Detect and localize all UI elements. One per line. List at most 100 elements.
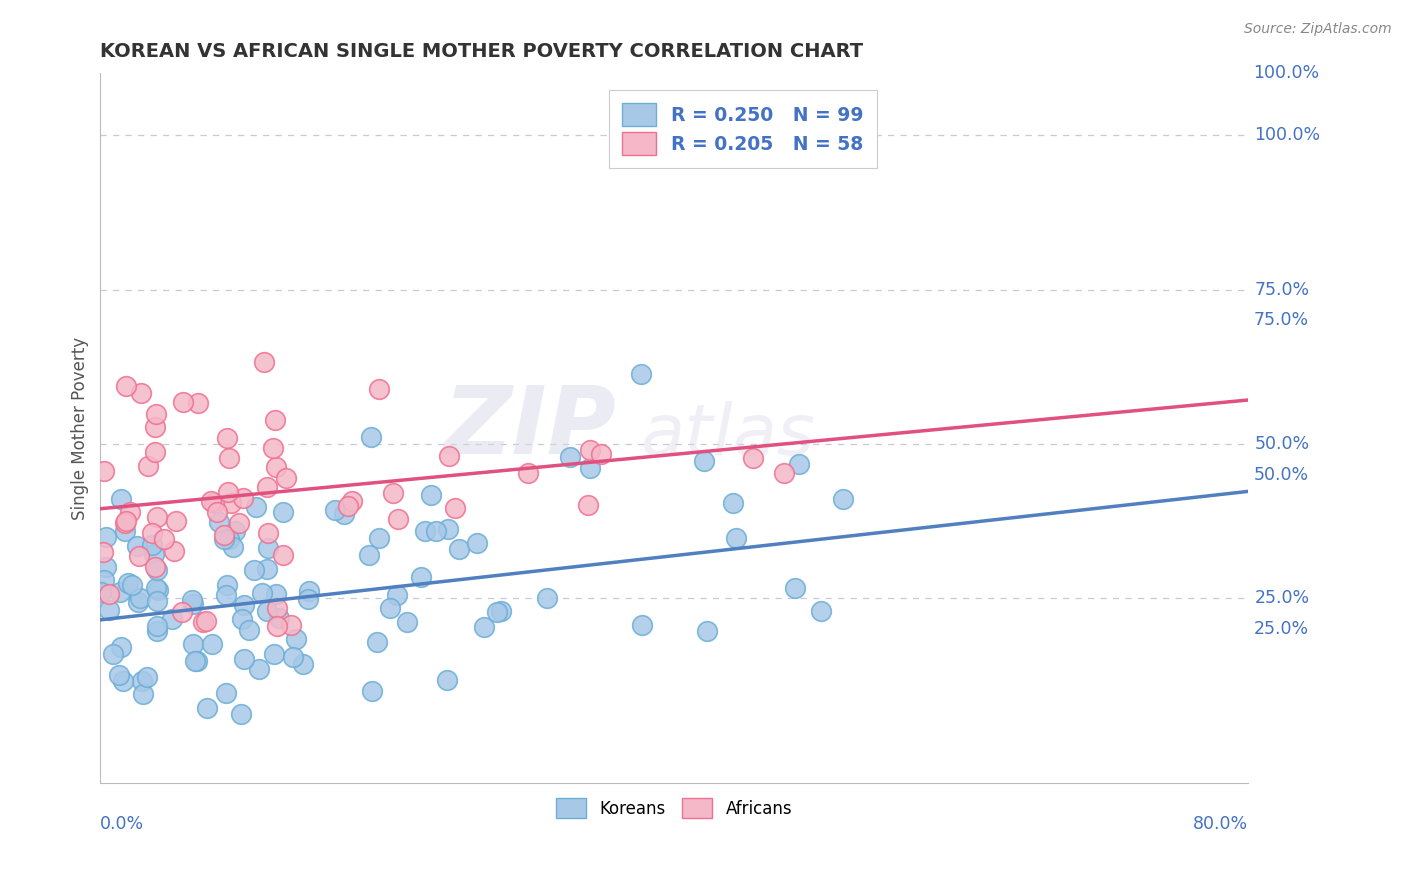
Point <box>773 467 796 481</box>
Point <box>186 654 208 668</box>
Point <box>257 525 280 540</box>
Point <box>266 601 288 615</box>
Point <box>333 507 356 521</box>
Point <box>256 604 278 618</box>
Point <box>256 480 278 494</box>
Y-axis label: Single Mother Poverty: Single Mother Poverty <box>72 337 89 520</box>
Point <box>810 604 832 618</box>
Point <box>238 623 260 637</box>
Point <box>129 591 152 605</box>
Point <box>264 587 287 601</box>
Legend: Koreans, Africans: Koreans, Africans <box>550 791 799 825</box>
Point <box>143 420 166 434</box>
Point <box>131 674 153 689</box>
Text: 25.0%: 25.0% <box>1253 620 1309 638</box>
Point <box>721 496 744 510</box>
Point <box>257 541 280 556</box>
Point <box>201 637 224 651</box>
Point <box>94 559 117 574</box>
Point <box>579 460 602 475</box>
Point <box>146 594 169 608</box>
Point <box>107 667 129 681</box>
Point <box>145 407 167 421</box>
Point <box>145 619 167 633</box>
Point <box>110 492 132 507</box>
Point <box>517 466 540 480</box>
Point <box>271 548 294 562</box>
Text: 50.0%: 50.0% <box>1253 466 1309 483</box>
Point <box>267 610 290 624</box>
Point <box>741 451 763 466</box>
Point <box>146 624 169 639</box>
Point <box>631 617 654 632</box>
Point <box>228 516 250 530</box>
Point <box>465 536 488 550</box>
Point <box>141 538 163 552</box>
Point <box>787 457 810 471</box>
Point <box>90 585 112 599</box>
Point <box>425 524 447 538</box>
Point <box>148 582 170 597</box>
Point <box>221 496 243 510</box>
Point <box>243 563 266 577</box>
Point <box>266 460 288 475</box>
Point <box>367 383 389 397</box>
Point <box>785 581 807 595</box>
Point <box>115 379 138 393</box>
Point <box>409 570 432 584</box>
Point <box>160 612 183 626</box>
Point <box>125 540 148 554</box>
Point <box>231 612 253 626</box>
Point <box>143 547 166 561</box>
Point <box>232 491 254 505</box>
Point <box>274 471 297 485</box>
Point <box>218 450 240 465</box>
Point <box>579 442 602 457</box>
Point <box>184 654 207 668</box>
Point <box>162 544 184 558</box>
Point <box>247 662 270 676</box>
Point <box>489 604 512 618</box>
Point <box>114 516 136 530</box>
Point <box>215 431 238 445</box>
Text: atlas: atlas <box>640 401 814 470</box>
Point <box>93 573 115 587</box>
Point <box>215 589 238 603</box>
Point <box>193 615 215 629</box>
Point <box>589 447 612 461</box>
Point <box>181 637 204 651</box>
Point <box>136 458 159 473</box>
Point <box>560 450 582 464</box>
Point <box>263 648 285 662</box>
Point <box>110 640 132 655</box>
Point <box>218 533 240 547</box>
Point <box>436 673 458 688</box>
Point <box>214 532 236 546</box>
Point <box>114 524 136 538</box>
Point <box>359 548 381 562</box>
Point <box>395 615 418 629</box>
Point <box>233 598 256 612</box>
Point <box>115 514 138 528</box>
Point <box>271 505 294 519</box>
Point <box>536 591 558 606</box>
Point <box>630 368 652 382</box>
Point <box>212 528 235 542</box>
Point <box>366 635 388 649</box>
Point <box>337 500 360 514</box>
Point <box>121 578 143 592</box>
Point <box>378 600 401 615</box>
Point <box>298 583 321 598</box>
Point <box>832 491 855 506</box>
Point <box>194 614 217 628</box>
Point <box>447 541 470 556</box>
Point <box>250 586 273 600</box>
Text: 100.0%: 100.0% <box>1254 126 1320 145</box>
Point <box>256 562 278 576</box>
Point <box>141 526 163 541</box>
Text: 25.0%: 25.0% <box>1254 590 1310 607</box>
Text: KOREAN VS AFRICAN SINGLE MOTHER POVERTY CORRELATION CHART: KOREAN VS AFRICAN SINGLE MOTHER POVERTY … <box>100 42 863 61</box>
Point <box>486 606 509 620</box>
Point <box>205 505 228 519</box>
Point <box>361 683 384 698</box>
